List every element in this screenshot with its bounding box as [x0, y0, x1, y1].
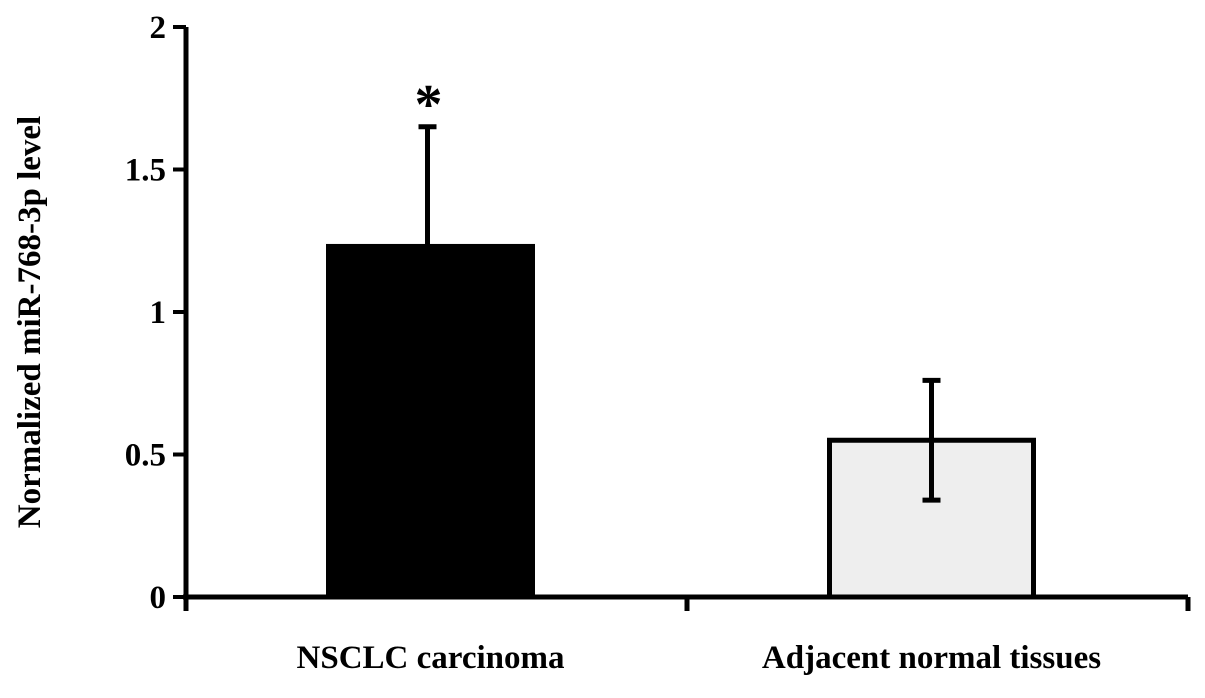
plot-area: 0 0.5 1 1.5 2 * NSCLC carcinoma Adjacent normal… [125, 10, 1191, 676]
y-tick-label: 0 [150, 580, 167, 616]
y-tick-label: 2 [150, 10, 167, 46]
x-tick-label: NSCLC carcinoma [297, 640, 565, 676]
y-tick-label: 0.5 [125, 438, 166, 474]
x-tick-label: Adjacent normal tissues [762, 640, 1101, 676]
y-tick-label: 1 [150, 295, 167, 331]
bar [326, 243, 535, 600]
y-tick-label: 1.5 [125, 153, 166, 189]
y-axis-label: Normalized miR-768-3p level [12, 116, 48, 528]
significance-marker: * [415, 74, 443, 136]
